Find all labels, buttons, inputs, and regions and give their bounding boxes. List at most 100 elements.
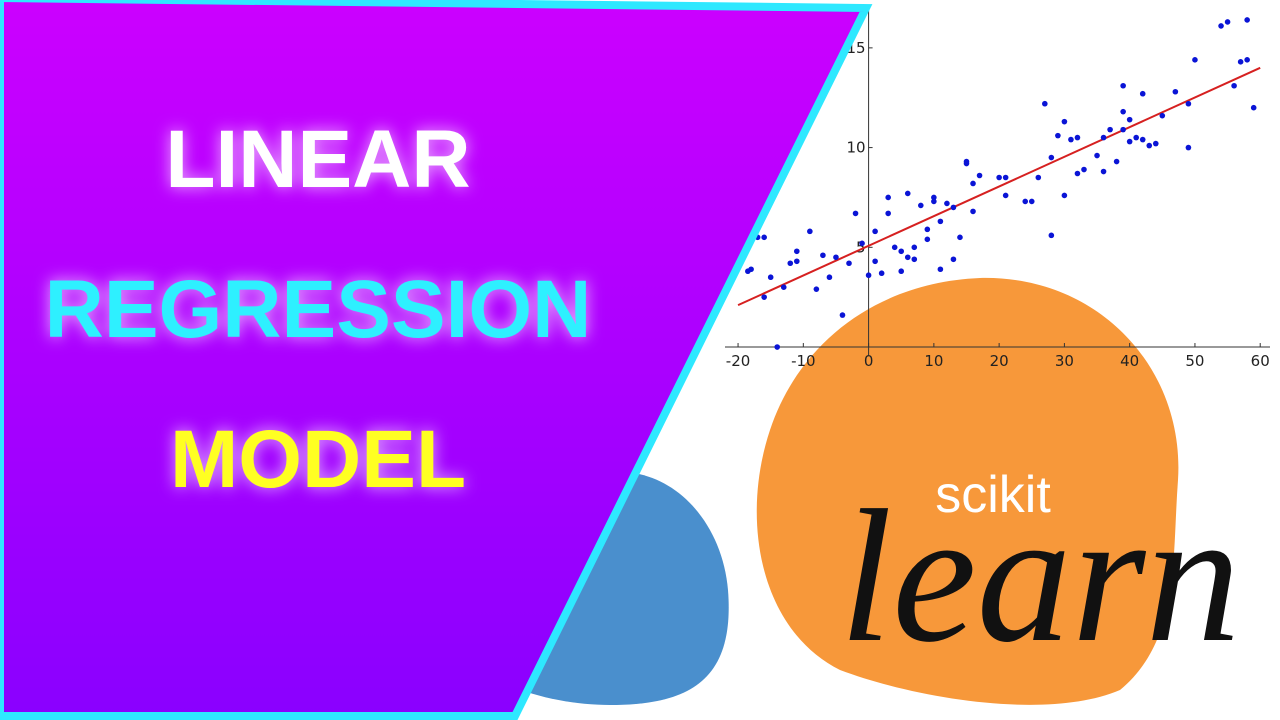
point <box>924 236 931 243</box>
point <box>924 226 931 233</box>
banner-line: LINEAR <box>165 114 470 205</box>
point <box>852 210 859 217</box>
point <box>1152 140 1159 147</box>
point <box>931 198 937 205</box>
point <box>950 256 957 263</box>
point <box>839 312 846 318</box>
point <box>957 234 963 241</box>
point <box>996 174 1002 181</box>
point <box>1048 232 1055 239</box>
point <box>937 266 944 273</box>
point <box>911 244 918 251</box>
point <box>898 248 905 255</box>
point <box>1172 88 1179 95</box>
x-tick-label: 30 <box>1055 352 1074 370</box>
point <box>970 208 976 215</box>
point <box>1113 158 1120 165</box>
point <box>1139 90 1146 97</box>
point <box>1185 144 1192 151</box>
logo-large: learn <box>839 472 1240 682</box>
point <box>1107 126 1113 133</box>
point <box>793 258 800 265</box>
point <box>1055 132 1061 139</box>
point <box>1244 17 1250 23</box>
point <box>1139 136 1146 143</box>
point <box>1224 19 1231 25</box>
point <box>1120 82 1126 89</box>
point <box>1120 126 1126 133</box>
point <box>793 248 800 255</box>
point <box>904 190 911 197</box>
point <box>1126 116 1133 123</box>
point <box>1185 100 1192 107</box>
point <box>1146 142 1153 149</box>
point <box>970 180 976 187</box>
point <box>1218 23 1224 29</box>
point <box>950 204 957 211</box>
point <box>885 210 891 217</box>
point <box>761 234 767 241</box>
point <box>748 266 754 273</box>
banner-line: REGRESSION <box>45 264 592 355</box>
point <box>846 260 852 267</box>
point <box>774 344 781 350</box>
x-tick-label: 20 <box>990 352 1009 370</box>
point <box>1094 152 1100 159</box>
point <box>1048 154 1055 161</box>
point <box>1192 57 1198 63</box>
y-tick-label: 5 <box>856 238 866 256</box>
x-tick-label: 40 <box>1120 352 1139 370</box>
point <box>1002 192 1009 199</box>
point <box>820 252 826 259</box>
point <box>1002 174 1009 181</box>
point <box>1081 166 1087 173</box>
x-tick-label: -10 <box>791 352 816 370</box>
point <box>767 274 774 281</box>
point <box>931 194 937 201</box>
x-tick-label: -20 <box>726 352 751 370</box>
x-tick-label: 60 <box>1251 352 1270 370</box>
point <box>1061 192 1068 199</box>
point <box>859 240 865 247</box>
point <box>904 254 911 261</box>
point <box>1231 82 1237 89</box>
point <box>1120 108 1126 115</box>
point <box>1100 168 1107 175</box>
point <box>1042 100 1048 107</box>
point <box>1074 134 1081 141</box>
x-tick-label: 10 <box>924 352 943 370</box>
x-tick-label: 50 <box>1185 352 1204 370</box>
point <box>1250 104 1257 111</box>
point <box>807 228 813 235</box>
point <box>826 274 833 281</box>
point <box>937 218 944 225</box>
logo-small: scikit <box>935 466 1051 524</box>
orange-blob <box>756 277 1179 705</box>
point <box>761 294 767 300</box>
point <box>1159 112 1166 119</box>
point <box>1100 134 1107 141</box>
point <box>787 260 794 267</box>
point <box>1022 198 1029 205</box>
point <box>976 172 983 179</box>
point <box>865 272 872 279</box>
point <box>911 256 918 263</box>
fit-line <box>737 66 1261 307</box>
banner-line: MODEL <box>170 414 466 505</box>
point <box>1126 138 1133 145</box>
point <box>1035 174 1042 181</box>
point <box>878 270 885 277</box>
point <box>872 258 878 265</box>
point <box>885 194 891 201</box>
point <box>918 202 924 209</box>
point <box>1244 57 1250 63</box>
point <box>944 200 950 207</box>
point <box>872 228 878 235</box>
point <box>833 254 839 261</box>
y-tick-label: 10 <box>846 139 865 157</box>
point <box>1237 59 1244 65</box>
point <box>1133 134 1139 141</box>
point <box>963 158 970 165</box>
